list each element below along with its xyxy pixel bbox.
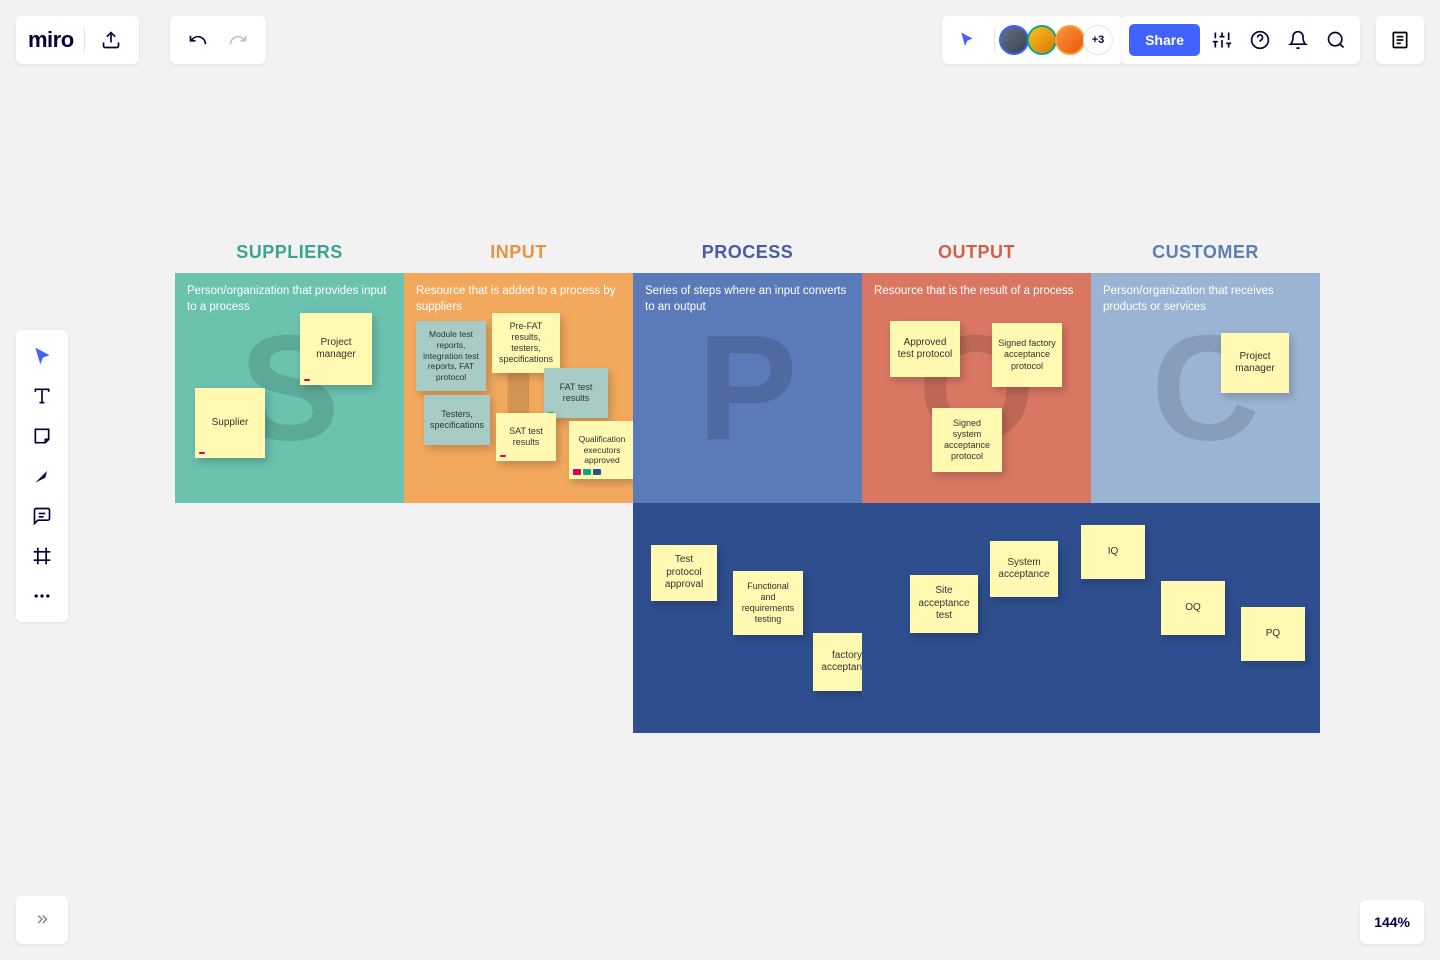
- process-flow-2[interactable]: Site acceptance test System acceptance: [862, 503, 1091, 733]
- divider: [994, 29, 995, 51]
- text-tool-icon[interactable]: [24, 378, 60, 414]
- column-headers: SUPPLIERS INPUT PROCESS OUTPUT CUSTOMER: [175, 242, 1320, 273]
- zoom-indicator[interactable]: 144%: [1360, 900, 1424, 944]
- sticky-note[interactable]: SAT test results: [496, 413, 556, 461]
- share-button[interactable]: Share: [1129, 24, 1200, 56]
- avatar[interactable]: [1055, 25, 1085, 55]
- cell-output[interactable]: O Resource that is the result of a proce…: [862, 273, 1091, 503]
- sticky-note[interactable]: Supplier: [195, 388, 265, 458]
- notes-button[interactable]: [1376, 16, 1424, 64]
- desc-customer: Person/organization that receives produc…: [1103, 283, 1308, 315]
- collaborators-toolbar: +3: [942, 16, 1123, 64]
- cell-input[interactable]: I Resource that is added to a process by…: [404, 273, 633, 503]
- undo-icon[interactable]: [182, 24, 214, 56]
- desc-process: Series of steps where an input converts …: [645, 283, 850, 315]
- settings-icon[interactable]: [1206, 24, 1238, 56]
- arrow-tool-icon[interactable]: [24, 458, 60, 494]
- sticky-note[interactable]: PQ: [1241, 607, 1305, 661]
- upload-icon[interactable]: [95, 24, 127, 56]
- header-input: INPUT: [404, 242, 633, 273]
- header-process: PROCESS: [633, 242, 862, 273]
- share-toolbar: Share: [1121, 16, 1360, 64]
- avatar-overflow-count[interactable]: +3: [1083, 25, 1113, 55]
- expand-panel-icon[interactable]: [16, 896, 68, 944]
- redo-icon[interactable]: [222, 24, 254, 56]
- sticky-note[interactable]: Test protocol approval: [651, 545, 717, 601]
- sticky-note[interactable]: Signed factory acceptance protocol: [992, 323, 1062, 387]
- sticky-note[interactable]: Functional and requirements testing: [733, 571, 803, 635]
- sticky-note[interactable]: Approved test protocol: [890, 321, 960, 377]
- comment-tool-icon[interactable]: [24, 498, 60, 534]
- spacer: [175, 503, 633, 733]
- sticky-tool-icon[interactable]: [24, 418, 60, 454]
- desc-output: Resource that is the result of a process: [874, 283, 1079, 299]
- history-toolbar: [170, 16, 266, 64]
- sticky-note[interactable]: Pre-FAT results, testers, specifications: [492, 313, 560, 373]
- notifications-icon[interactable]: [1282, 24, 1314, 56]
- desc-input: Resource that is added to a process by s…: [416, 283, 621, 315]
- sticky-note[interactable]: Project manager: [300, 313, 372, 385]
- search-icon[interactable]: [1320, 24, 1352, 56]
- definition-row: S Person/organization that provides inpu…: [175, 273, 1320, 503]
- cell-suppliers[interactable]: S Person/organization that provides inpu…: [175, 273, 404, 503]
- cell-customer[interactable]: C Person/organization that receives prod…: [1091, 273, 1320, 503]
- sticky-note[interactable]: Project manager: [1221, 333, 1289, 393]
- process-flow-row: Test protocol approval Functional and re…: [175, 503, 1320, 733]
- sticky-note[interactable]: Qualification executors approved: [569, 421, 635, 479]
- avatar[interactable]: [999, 25, 1029, 55]
- more-tools-icon[interactable]: [24, 578, 60, 614]
- header-output: OUTPUT: [862, 242, 1091, 273]
- sticky-note[interactable]: IQ: [1081, 525, 1145, 579]
- select-tool-icon[interactable]: [24, 338, 60, 374]
- sticky-note[interactable]: Signed system acceptance protocol: [932, 408, 1002, 472]
- sipoc-board[interactable]: SUPPLIERS INPUT PROCESS OUTPUT CUSTOMER …: [175, 242, 1320, 733]
- frame-tool-icon[interactable]: [24, 538, 60, 574]
- help-icon[interactable]: [1244, 24, 1276, 56]
- sticky-note[interactable]: System acceptance: [990, 541, 1058, 597]
- process-flow-3[interactable]: IQ OQ PQ: [1091, 503, 1320, 733]
- header-suppliers: SUPPLIERS: [175, 242, 404, 273]
- sticky-note[interactable]: Site acceptance test: [910, 575, 978, 633]
- desc-suppliers: Person/organization that provides input …: [187, 283, 392, 315]
- avatar[interactable]: [1027, 25, 1057, 55]
- sticky-note[interactable]: OQ: [1161, 581, 1225, 635]
- sticky-note[interactable]: Module test reports, integration test re…: [416, 321, 486, 391]
- cell-process[interactable]: P Series of steps where an input convert…: [633, 273, 862, 503]
- divider: [84, 28, 85, 52]
- process-flow-1[interactable]: Test protocol approval Functional and re…: [633, 503, 862, 733]
- app-logo[interactable]: miro: [28, 27, 74, 53]
- header-customer: CUSTOMER: [1091, 242, 1320, 273]
- sticky-note[interactable]: Testers, specifications: [424, 395, 490, 445]
- watermark-p: P: [697, 302, 797, 475]
- sticky-note[interactable]: FAT test results: [544, 368, 608, 418]
- tool-palette: [16, 330, 68, 622]
- logo-toolbar: miro: [16, 16, 139, 64]
- cursor-presence-icon[interactable]: [952, 24, 984, 56]
